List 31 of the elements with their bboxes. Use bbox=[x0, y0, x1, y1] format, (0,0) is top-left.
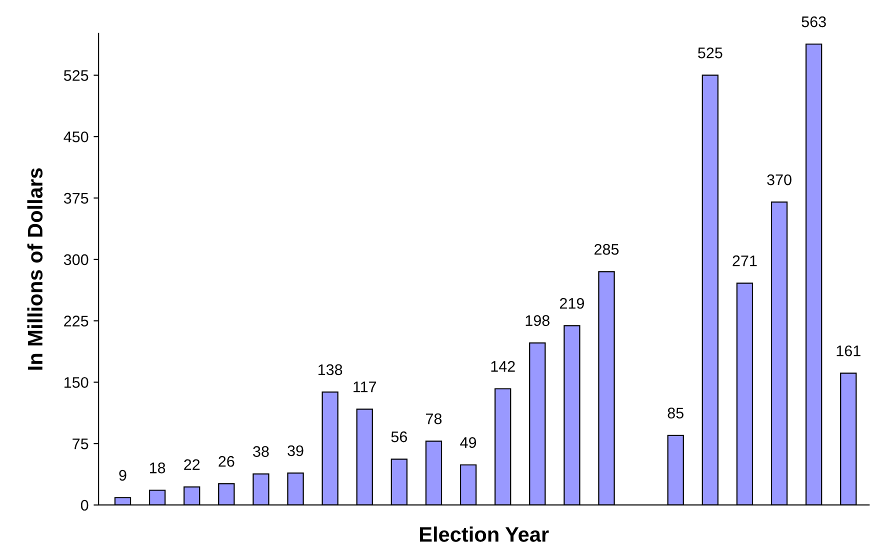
data-label: 138 bbox=[318, 364, 342, 376]
y-tick-label: 525 bbox=[64, 70, 88, 81]
data-label: 370 bbox=[767, 174, 792, 186]
data-label: 22 bbox=[184, 459, 200, 470]
data-label: 9 bbox=[119, 470, 126, 481]
y-tick-label: 225 bbox=[64, 316, 88, 326]
y-tick-label: 375 bbox=[64, 192, 88, 204]
data-label: 117 bbox=[354, 382, 376, 392]
data-label: 563 bbox=[802, 16, 826, 28]
y-tick-label: 300 bbox=[64, 254, 88, 266]
y-tick-label: 0 bbox=[80, 500, 88, 511]
data-label: 26 bbox=[218, 456, 234, 467]
data-label: 271 bbox=[732, 255, 757, 266]
data-label: 285 bbox=[594, 244, 619, 255]
data-label: 39 bbox=[288, 445, 304, 456]
data-label: 161 bbox=[836, 345, 860, 356]
y-axis-title: In Millions of Dollars bbox=[27, 168, 43, 370]
data-label: 85 bbox=[668, 408, 684, 418]
data-label: 18 bbox=[150, 462, 166, 474]
data-label: 78 bbox=[426, 413, 442, 424]
y-tick-label: 450 bbox=[64, 131, 88, 142]
data-label: 38 bbox=[253, 446, 269, 457]
data-label: 198 bbox=[526, 315, 550, 326]
data-label: 142 bbox=[491, 361, 515, 372]
y-tick-label: 150 bbox=[64, 377, 88, 388]
data-label: 525 bbox=[698, 48, 722, 58]
data-label: 49 bbox=[460, 437, 476, 448]
x-axis-title: Election Year bbox=[420, 526, 549, 542]
data-label: 219 bbox=[560, 298, 584, 309]
data-label: 56 bbox=[391, 431, 408, 442]
y-tick-label: 75 bbox=[72, 438, 88, 450]
